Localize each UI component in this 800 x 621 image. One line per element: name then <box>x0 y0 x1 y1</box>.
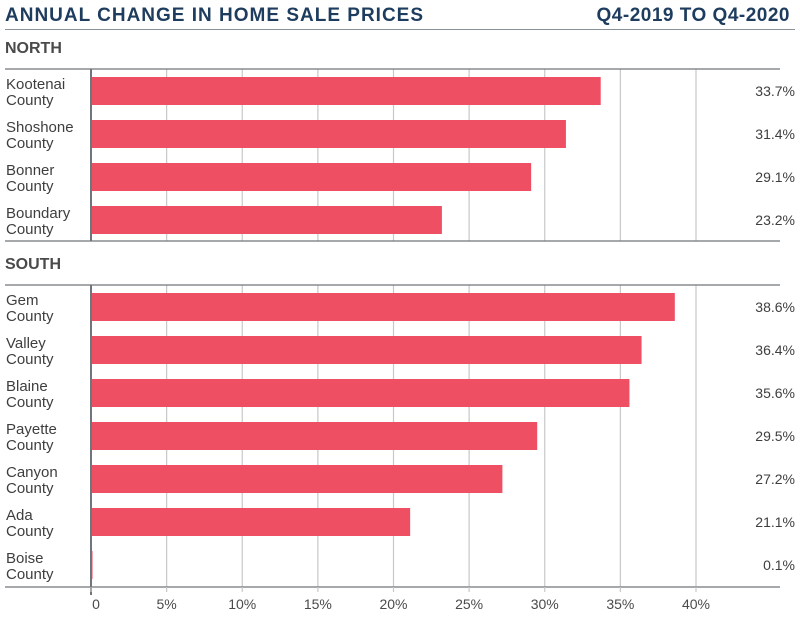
bar-bonner <box>91 163 532 191</box>
bar-ada <box>91 508 411 536</box>
category-label: Shoshone <box>6 119 74 136</box>
category-label: Boise <box>6 550 44 567</box>
category-label-suffix: County <box>6 178 54 195</box>
category-label: Gem <box>6 292 39 309</box>
x-tick-label: 5% <box>157 596 177 612</box>
value-label: 31.4% <box>755 126 795 142</box>
section-label-north: NORTH <box>5 40 62 57</box>
category-label-suffix: County <box>6 437 54 454</box>
bar-shoshone <box>91 120 566 148</box>
category-label-suffix: County <box>6 221 54 238</box>
bar-gem <box>91 293 675 321</box>
x-tick-label: 30% <box>531 596 559 612</box>
category-label: Ada <box>6 507 33 524</box>
chart-title: ANNUAL CHANGE IN HOME SALE PRICES <box>5 5 425 26</box>
x-tick-label: 25% <box>455 596 483 612</box>
category-label: Blaine <box>6 378 48 395</box>
category-label-suffix: County <box>6 480 54 497</box>
category-label: Kootenai <box>6 76 65 93</box>
category-label: Payette <box>6 421 57 438</box>
header-divider <box>5 29 795 30</box>
x-tick-label: 20% <box>379 596 407 612</box>
category-label-suffix: County <box>6 394 54 411</box>
bar-canyon <box>91 465 503 493</box>
bar-blaine <box>91 379 630 407</box>
category-label: Valley <box>6 335 46 352</box>
value-label: 0.1% <box>763 557 795 573</box>
x-tick-label: 15% <box>304 596 332 612</box>
x-tick-label: 0 <box>92 596 100 612</box>
category-label: Canyon <box>6 464 58 481</box>
value-label: 36.4% <box>755 342 795 358</box>
x-tick-label: 10% <box>228 596 256 612</box>
value-label: 21.1% <box>755 514 795 530</box>
category-label-suffix: County <box>6 308 54 325</box>
x-tick-label: 35% <box>606 596 634 612</box>
value-label: 27.2% <box>755 471 795 487</box>
value-label: 29.5% <box>755 428 795 444</box>
value-label: 29.1% <box>755 169 795 185</box>
category-label-suffix: County <box>6 566 54 583</box>
category-label-suffix: County <box>6 135 54 152</box>
category-label-suffix: County <box>6 523 54 540</box>
x-tick-label: 40% <box>682 596 710 612</box>
category-label-suffix: County <box>6 351 54 368</box>
category-label-suffix: County <box>6 92 54 109</box>
chart-period: Q4-2019 TO Q4-2020 <box>596 5 790 26</box>
bar-valley <box>91 336 642 364</box>
section-label-south: SOUTH <box>5 256 61 273</box>
bar-kootenai <box>91 77 601 105</box>
value-label: 23.2% <box>755 212 795 228</box>
value-label: 35.6% <box>755 385 795 401</box>
value-label: 33.7% <box>755 83 795 99</box>
category-label: Bonner <box>6 162 54 179</box>
category-label: Boundary <box>6 205 71 222</box>
bar-boundary <box>91 206 442 234</box>
bar-payette <box>91 422 538 450</box>
value-label: 38.6% <box>755 299 795 315</box>
